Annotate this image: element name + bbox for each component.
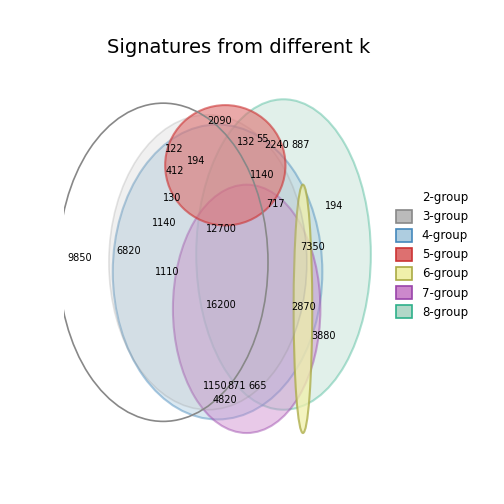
- Text: 887: 887: [291, 140, 309, 150]
- Text: 16200: 16200: [206, 300, 237, 310]
- Ellipse shape: [109, 115, 307, 410]
- Text: 1110: 1110: [155, 267, 179, 277]
- Text: 412: 412: [166, 166, 184, 176]
- Ellipse shape: [173, 184, 321, 433]
- Text: 2090: 2090: [207, 115, 232, 125]
- Text: 2870: 2870: [292, 302, 317, 312]
- Text: 717: 717: [267, 199, 285, 209]
- Ellipse shape: [196, 99, 371, 410]
- Title: Signatures from different k: Signatures from different k: [107, 38, 370, 57]
- Text: 55: 55: [256, 134, 269, 144]
- Text: 194: 194: [325, 201, 343, 211]
- Text: 122: 122: [165, 144, 183, 154]
- Text: 6820: 6820: [116, 245, 141, 256]
- Text: 194: 194: [187, 156, 206, 166]
- Text: 2240: 2240: [265, 140, 289, 150]
- Text: 1140: 1140: [152, 218, 176, 228]
- Text: 1140: 1140: [250, 170, 275, 180]
- Text: 12700: 12700: [206, 224, 237, 234]
- Text: 1150: 1150: [203, 382, 227, 392]
- Text: 130: 130: [163, 193, 181, 203]
- Legend: 2-group, 3-group, 4-group, 5-group, 6-group, 7-group, 8-group: 2-group, 3-group, 4-group, 5-group, 6-gr…: [392, 187, 472, 322]
- Ellipse shape: [294, 184, 312, 433]
- Ellipse shape: [113, 124, 323, 419]
- Text: 4820: 4820: [213, 395, 237, 405]
- Text: 665: 665: [248, 382, 267, 392]
- Text: 132: 132: [237, 137, 256, 147]
- Text: 7350: 7350: [300, 242, 325, 252]
- Text: 3880: 3880: [311, 331, 336, 341]
- Text: 9850: 9850: [68, 254, 92, 264]
- Ellipse shape: [165, 105, 285, 225]
- Text: 871: 871: [228, 382, 246, 392]
